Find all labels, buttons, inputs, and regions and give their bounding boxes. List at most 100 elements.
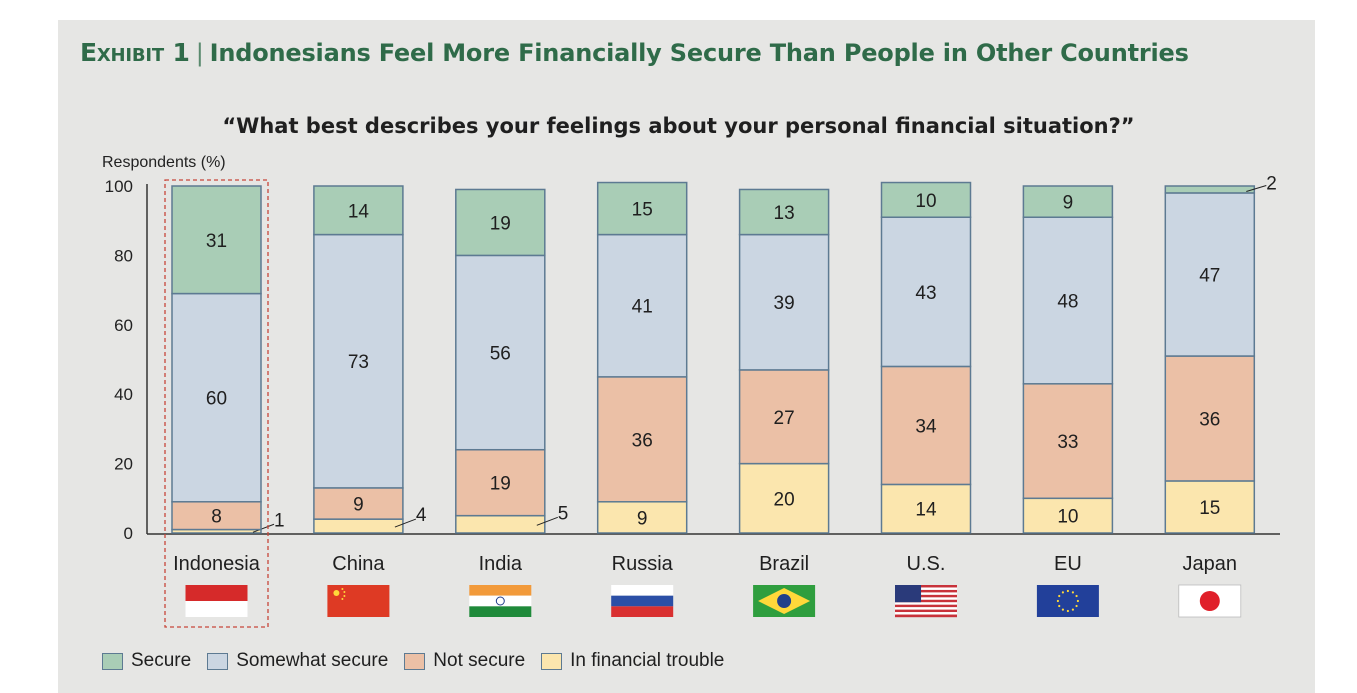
- data-label-outside: 1: [274, 510, 285, 531]
- data-label: 36: [632, 430, 653, 451]
- bar-segment-somewhat-secure: [1022, 216, 1114, 385]
- y-tick-label: 20: [114, 455, 133, 474]
- legend-label: In financial trouble: [570, 650, 725, 671]
- data-label-outside: 2: [1266, 173, 1277, 194]
- data-label-outside: 4: [416, 505, 427, 526]
- leader-line: [1246, 184, 1267, 192]
- legend-item-secure: Secure: [102, 650, 191, 672]
- data-label: 10: [1057, 507, 1078, 528]
- bar-segment-in-financial-trouble: [596, 501, 688, 534]
- bar-japan: 15 36 47 2: [1164, 173, 1277, 534]
- us-flag-icon: [895, 585, 957, 618]
- legend-swatch: [207, 652, 229, 670]
- leader-line: [536, 516, 558, 526]
- bar-segment-in-financial-trouble: [455, 514, 546, 534]
- legend-swatch: [404, 652, 426, 670]
- data-label: 43: [915, 283, 936, 304]
- bar-eu: 10 33 48 9: [1022, 185, 1114, 534]
- data-label: 19: [490, 474, 511, 495]
- data-label: 13: [774, 203, 795, 224]
- bar-indonesia: 1 8 60 31: [171, 185, 285, 534]
- exhibit-title-text: Indonesians Feel More Financially Secure…: [209, 39, 1189, 67]
- bar-india: 5 19 56 19: [455, 188, 569, 534]
- bar-u-s: 14 34 43 10: [880, 181, 972, 534]
- bar-segment-not-secure: [455, 448, 546, 517]
- legend-label: Somewhat secure: [236, 650, 389, 671]
- data-label: 27: [774, 408, 795, 429]
- x-tick-label: India: [479, 553, 523, 575]
- eu-flag-icon: [1036, 585, 1099, 617]
- bar-segment-somewhat-secure: [596, 233, 688, 378]
- bar-segment-somewhat-secure: [738, 233, 830, 371]
- x-tick-label: Brazil: [759, 553, 809, 575]
- data-label: 33: [1057, 432, 1078, 453]
- bar-segment-secure: [738, 188, 830, 236]
- brazil-flag-icon: [753, 585, 816, 617]
- russia-flag-icon: [611, 585, 674, 617]
- bar-segment-in-financial-trouble: [1022, 497, 1114, 534]
- data-label: 31: [206, 231, 227, 252]
- data-label: 60: [206, 389, 227, 410]
- bar-segment-somewhat-secure: [171, 292, 262, 503]
- bar-segment-secure: [313, 185, 404, 236]
- data-label: 20: [774, 489, 795, 510]
- exhibit-label: Exhibit 1: [80, 38, 190, 67]
- legend-swatch: [541, 652, 563, 670]
- highlight-box: [164, 179, 269, 628]
- data-label: 15: [632, 200, 653, 221]
- y-tick-label: 0: [124, 524, 133, 543]
- legend: Secure Somewhat secure Not secure In financ…: [102, 650, 740, 672]
- bar-segment-not-secure: [1164, 355, 1256, 482]
- data-label: 39: [774, 293, 795, 314]
- bar-segment-somewhat-secure: [455, 254, 546, 451]
- bar-segment-secure: [596, 181, 688, 236]
- leader-line: [252, 523, 275, 533]
- y-tick-label: 80: [114, 246, 133, 265]
- data-label-outside: 5: [558, 503, 569, 524]
- data-label: 47: [1199, 265, 1220, 286]
- data-label: 9: [637, 508, 648, 529]
- bar-segment-secure: [1164, 185, 1256, 194]
- bar-segment-not-secure: [596, 376, 688, 503]
- bar-segment-in-financial-trouble: [880, 483, 972, 534]
- bar-segment-secure: [1022, 185, 1114, 218]
- japan-flag-icon: [1178, 584, 1242, 618]
- title-divider: |: [195, 39, 204, 67]
- india-flag-icon: [469, 585, 532, 617]
- data-label: 9: [353, 495, 364, 516]
- data-label: 56: [490, 344, 511, 365]
- leader-line: [394, 518, 417, 528]
- legend-item-somewhat-secure: Somewhat secure: [207, 650, 388, 672]
- bar-segment-somewhat-secure: [313, 233, 404, 489]
- bar-china: 4 9 73 14: [313, 185, 427, 534]
- data-label: 15: [1199, 498, 1220, 519]
- bar-segment-secure: [455, 188, 546, 257]
- legend-swatch: [102, 652, 123, 670]
- legend-item-not-secure: Not secure: [404, 650, 525, 672]
- chart-title: “What best describes your feelings about…: [222, 114, 1135, 138]
- x-tick-label: Russia: [612, 553, 674, 575]
- x-tick-label: China: [332, 553, 385, 575]
- bar-segment-secure: [171, 185, 262, 295]
- legend-label: Secure: [131, 650, 192, 671]
- y-tick-label: 40: [114, 385, 133, 404]
- data-label: 14: [348, 201, 370, 222]
- y-axis-label: Respondents (%): [102, 154, 226, 171]
- china-flag-icon: [327, 585, 390, 617]
- data-label: 36: [1199, 409, 1220, 430]
- bar-segment-somewhat-secure: [1164, 192, 1256, 357]
- data-label: 19: [490, 213, 511, 234]
- x-tick-label: Japan: [1183, 553, 1238, 575]
- data-label: 34: [915, 416, 937, 437]
- bar-segment-somewhat-secure: [880, 216, 972, 368]
- indonesia-flag-icon: [185, 585, 248, 617]
- x-tick-label: Indonesia: [173, 553, 261, 575]
- legend-label: Not secure: [433, 650, 526, 671]
- y-tick-label: 100: [105, 177, 133, 196]
- x-tick-label: EU: [1054, 553, 1082, 575]
- data-label: 48: [1057, 292, 1078, 313]
- y-tick-label: 60: [114, 316, 133, 335]
- bar-segment-secure: [880, 181, 972, 218]
- legend-item-in-financial-trouble: In financial trouble: [541, 650, 724, 672]
